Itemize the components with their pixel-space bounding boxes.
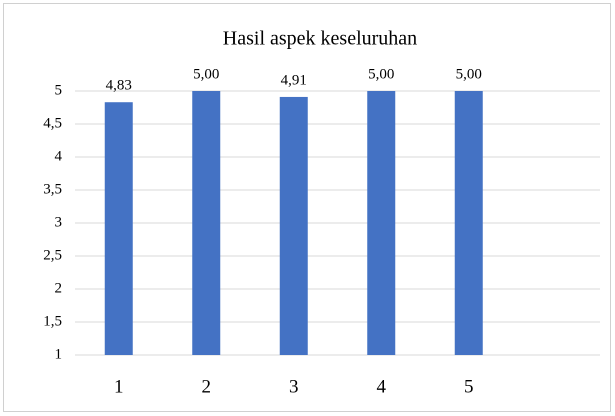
y-tick-label: 3 [55,214,63,230]
y-tick-label: 4 [55,148,63,164]
value-label: 4,83 [106,78,132,94]
bar [104,102,133,355]
value-label: 5,00 [456,66,482,82]
y-tick-label: 5 [55,82,63,98]
x-tick-label: 4 [377,376,387,397]
y-tick-label: 4,5 [43,115,62,131]
y-tick-label: 2 [55,280,63,296]
y-tick-label: 1 [55,346,63,362]
x-tick-label: 2 [202,376,212,397]
bar [192,91,221,355]
y-tick-label: 1,5 [43,313,62,329]
x-tick-label: 1 [114,376,124,397]
bar [367,91,396,355]
x-tick-label: 3 [289,376,299,397]
y-tick-label: 2,5 [43,247,62,263]
x-tick-label: 5 [464,376,474,397]
value-label: 4,91 [281,72,307,88]
chart-title: Hasil aspek keseluruhan [223,28,417,50]
bar [279,96,308,355]
bar [454,91,483,355]
value-label: 5,00 [368,66,394,82]
value-label: 5,00 [193,66,219,82]
y-tick-label: 3,5 [43,181,62,197]
